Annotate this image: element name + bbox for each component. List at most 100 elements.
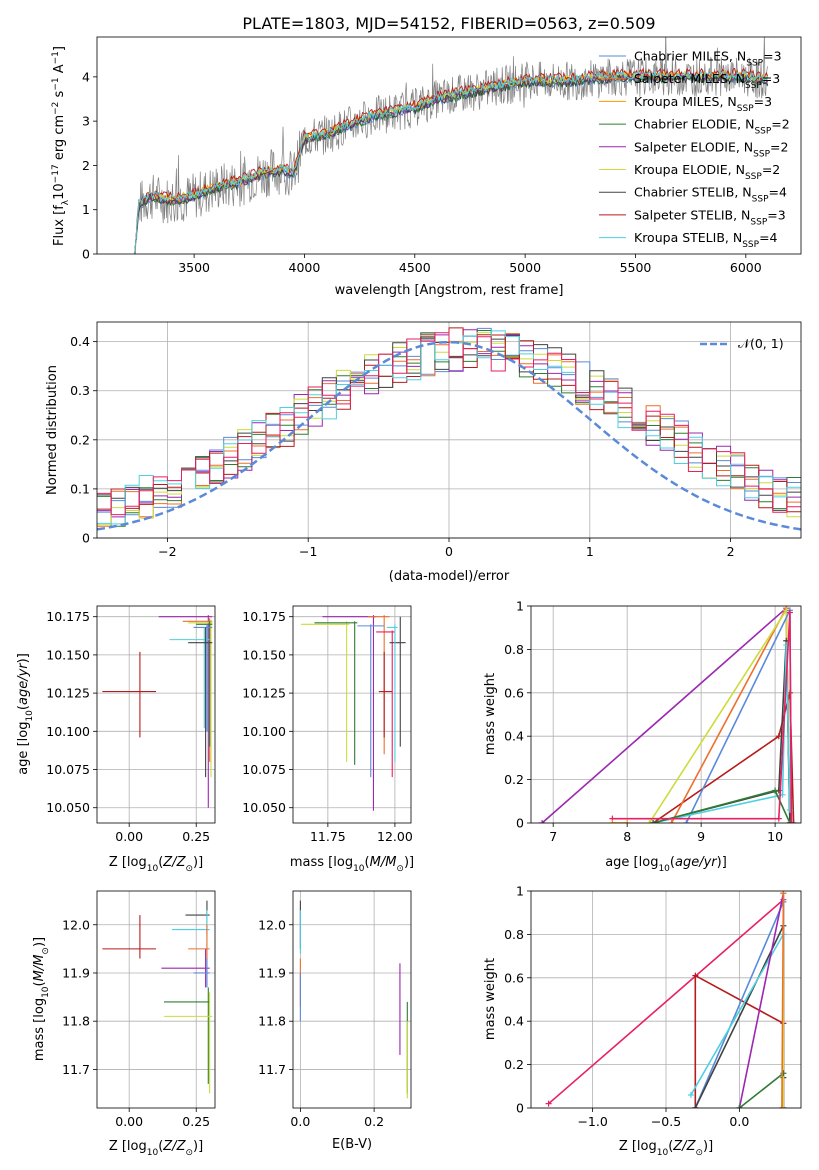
label-part: SSP (746, 59, 763, 69)
label-part: Z/Z (162, 855, 186, 870)
y-tick-label: 12.0 (62, 917, 90, 932)
legend-label: Salpeter STELIB, NSSP=3 (634, 207, 786, 227)
axes-frame (96, 890, 216, 1109)
x-tick-label: 11.75 (310, 829, 346, 844)
plot-area (102, 615, 213, 808)
x-tick-label: 4500 (399, 260, 431, 275)
panel-age-vs-Z: 0.00 0.25 10.050 10.075 10.100 10.125 10.150 10… (16, 605, 216, 874)
y-tick-label: 10.150 (242, 647, 286, 662)
y-tick-label: 10.075 (242, 762, 286, 777)
weight-point-marker (778, 1105, 785, 1108)
x-tick-label: −2 (158, 544, 176, 559)
axes-frame (292, 605, 412, 824)
weight-point-marker (772, 787, 779, 794)
plot-area (539, 606, 797, 823)
label-part: age [log (605, 855, 658, 870)
x-tick-label: 8 (623, 829, 631, 844)
y-axis-label: Normed distribution (45, 365, 60, 495)
y-tick-label: 4 (82, 69, 90, 84)
x-tick-label: −1 (299, 544, 317, 559)
label-part: ( (670, 855, 675, 870)
label-part: ( (158, 855, 163, 870)
y-tick-label: 1 (82, 202, 90, 217)
y-tick-label: 0 (516, 1101, 524, 1116)
x-tick-label: 10 (767, 829, 783, 844)
y-tick-label: 11.8 (62, 1014, 90, 1029)
label-part: =3 (767, 207, 785, 222)
y-axis-label: mass weight (483, 673, 498, 755)
weight-point-marker (539, 820, 546, 823)
legend-label: Kroupa STELIB, NSSP=4 (634, 230, 778, 250)
axes-frame (96, 321, 802, 539)
axes-frame (292, 890, 412, 1109)
label-part: mass [log (32, 998, 47, 1061)
label-part: λ (61, 199, 71, 205)
plot-area (97, 327, 801, 531)
x-tick-label: 0.0 (290, 1114, 310, 1129)
y-tick-label: 1 (516, 884, 524, 899)
label-part: A (52, 64, 67, 77)
plot-area (133, 37, 769, 254)
x-tick-label: 1 (586, 544, 594, 559)
y-axis-label: age [log10(age/yr)] (16, 653, 35, 775)
label-part: 10 (25, 710, 35, 722)
label-part: =2 (762, 162, 780, 177)
x-axis-label: Z [log10(Z/Z⊙)] (109, 855, 203, 874)
y-tick-label: 10.100 (46, 724, 90, 739)
label-part: =4 (759, 230, 777, 245)
label-part: erg cm (52, 115, 67, 164)
chart-title: PLATE=1803, MJD=54152, FIBERID=0563, z=0… (242, 14, 655, 33)
y-tick-label: 2 (82, 158, 90, 173)
label-part: Chabrier MILES, N (634, 49, 746, 64)
label-part: =4 (769, 185, 787, 200)
axes-frame (530, 605, 802, 824)
label-part: −1 (51, 77, 61, 90)
label-part: Salpeter STELIB, N (634, 207, 750, 222)
label-part: 10 (41, 986, 51, 998)
y-tick-label: 0.3 (70, 383, 90, 398)
panel-spectrum: 3500 4000 4500 5000 5500 6000 0 1 2 3 4 wavelength … (51, 36, 802, 298)
label-part: M/M (370, 855, 397, 870)
axes-frame (96, 36, 802, 255)
label-part: age/yr (675, 855, 718, 870)
label-part: Chabrier STELIB, N (634, 185, 752, 200)
legend-label: Kroupa ELODIE, NSSP=2 (634, 162, 780, 182)
label-part: Salpeter MILES, N (634, 71, 745, 86)
x-tick-label: 7 (549, 829, 557, 844)
y-tick-label: 0.6 (504, 685, 524, 700)
label-part: =3 (754, 94, 772, 109)
x-axis-label: age [log10(age/yr)] (605, 855, 727, 874)
label-part: )] (404, 855, 414, 870)
label-part: Z/Z (672, 1139, 696, 1154)
label-part: SSP (742, 240, 759, 250)
plot-area (301, 615, 406, 811)
label-part: s (52, 90, 67, 101)
label-part: =2 (770, 139, 788, 154)
label-part: age/yr (16, 662, 31, 705)
legend-label: Salpeter MILES, NSSP=3 (634, 71, 780, 91)
x-tick-label: 12.00 (377, 829, 413, 844)
y-tick-label: 10.050 (46, 800, 90, 815)
label-part: ⊙ (695, 1148, 703, 1158)
x-tick-label: −1.0 (577, 1114, 607, 1129)
weight-point-marker (683, 820, 690, 823)
label-part: −17 (51, 164, 61, 183)
label-part: 10 (658, 864, 670, 874)
label-part: )] (193, 855, 203, 870)
y-tick-label: 12.0 (258, 917, 286, 932)
x-tick-label: 2 (727, 544, 735, 559)
weight-point-marker (736, 1105, 743, 1108)
y-tick-label: 11.9 (62, 965, 90, 980)
label-part: 10 (147, 1148, 159, 1158)
weight-point-marker (790, 820, 797, 823)
y-tick-label: 0 (516, 816, 524, 831)
normal-curve (97, 340, 801, 531)
x-tick-label: 0 (445, 544, 453, 559)
weight-series-line (781, 893, 785, 1108)
label-part: M/M (32, 955, 47, 982)
label-part: ⊙ (41, 947, 51, 955)
label-part: Z [log (109, 855, 147, 870)
